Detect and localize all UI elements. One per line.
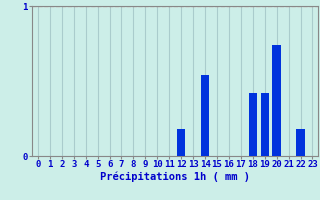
Bar [201, 75, 209, 156]
Bar [249, 93, 257, 156]
Bar [296, 129, 305, 156]
Bar [272, 45, 281, 156]
Bar [177, 129, 185, 156]
X-axis label: Précipitations 1h ( mm ): Précipitations 1h ( mm ) [100, 172, 250, 182]
Bar [260, 93, 269, 156]
